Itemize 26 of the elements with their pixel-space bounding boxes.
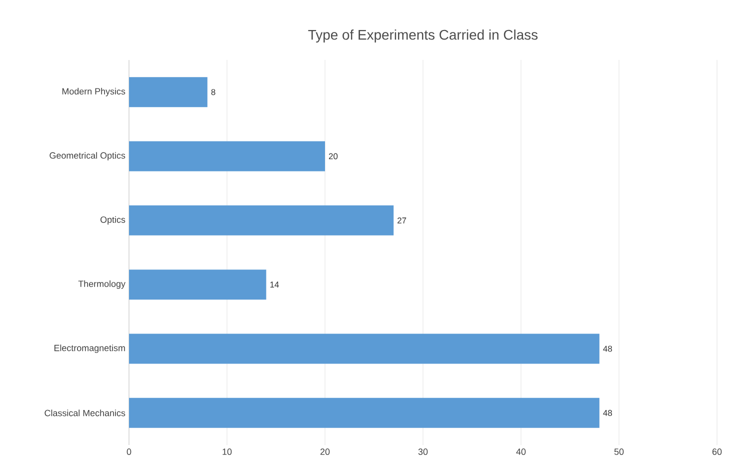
x-tick-label: 50 (614, 448, 624, 455)
bar (129, 334, 600, 364)
bar (129, 77, 208, 108)
data-label: 20 (328, 153, 338, 160)
data-label: 27 (398, 217, 406, 224)
y-tick-label: Optics (100, 216, 126, 225)
x-tick-label: 30 (418, 448, 428, 455)
data-label: 48 (603, 410, 612, 416)
data-label: 48 (603, 346, 612, 352)
y-tick-label: Electromagnetism (54, 344, 125, 353)
x-tick-label: 40 (516, 448, 526, 455)
bar (129, 398, 600, 428)
bar (129, 270, 266, 300)
bar (129, 205, 394, 236)
y-tick-label: Classical Mechanics (44, 410, 126, 416)
y-tick-label: Geometrical Optics (50, 152, 126, 160)
y-tick-label: Modern Physics (62, 88, 126, 96)
x-tick-label: 0 (126, 448, 132, 455)
x-tick-label: 60 (712, 448, 722, 455)
x-tick-label: 10 (222, 448, 232, 455)
x-tick-label: 20 (320, 448, 330, 455)
y-tick-label: Thermology (78, 280, 126, 289)
chart-title: Type of Experiments Carried in Class (308, 30, 538, 43)
data-label: 8 (211, 89, 216, 96)
bar (129, 141, 326, 172)
data-label: 14 (270, 282, 279, 288)
